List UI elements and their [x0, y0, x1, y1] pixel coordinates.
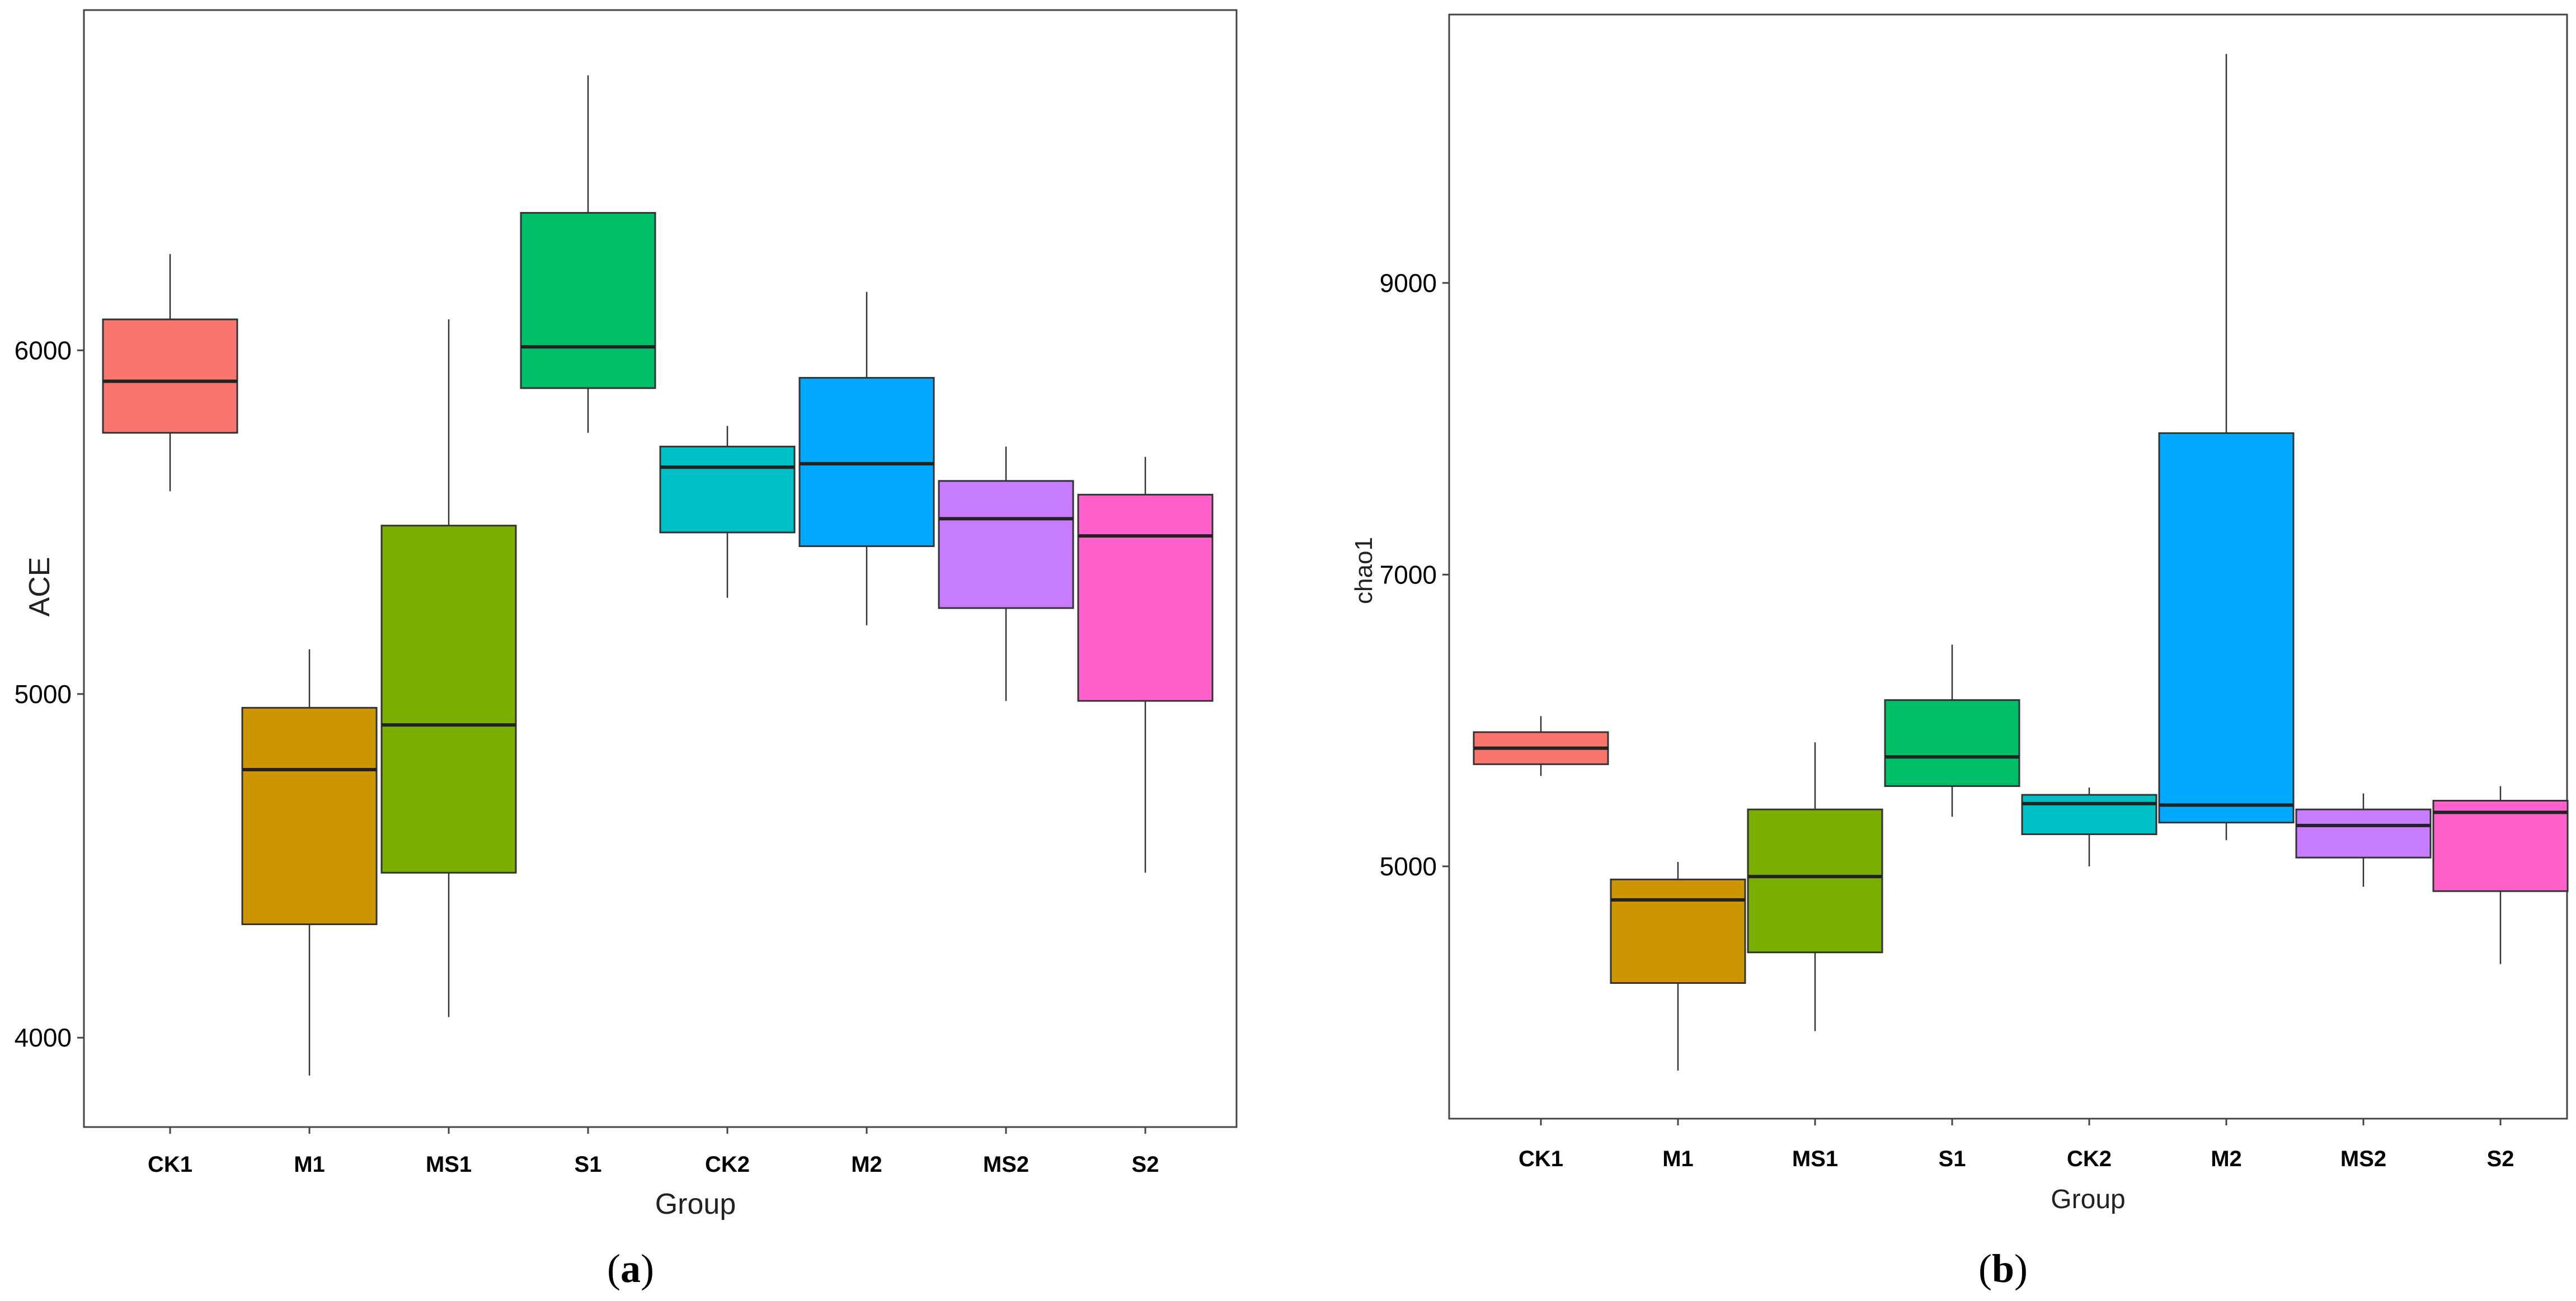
box-ck1-b	[1473, 716, 1609, 776]
iqr-box	[2158, 432, 2295, 824]
panel-b-y-ticks: 5000 7000 9000	[1380, 268, 1449, 881]
iqr-box	[659, 445, 796, 534]
panel-b-y-axis-title: chao1	[1350, 537, 1378, 604]
panel-a-boxes	[102, 75, 1214, 1076]
box-ms1-b	[1747, 742, 1883, 1031]
panel-a-x-tick-label: CK2	[705, 1152, 750, 1177]
box-ck2-b	[2021, 788, 2157, 866]
panel-a-x-tick-label: M1	[294, 1152, 325, 1177]
box-m1-b	[1610, 862, 1746, 1071]
iqr-box	[520, 212, 656, 389]
panel-b-y-tick-label: 5000	[1380, 852, 1437, 881]
box-ms1-a	[380, 319, 517, 1017]
iqr-box	[1077, 493, 1214, 702]
iqr-box	[241, 706, 378, 925]
box-ck1-a	[102, 254, 238, 492]
panel-b-x-tick-label: CK2	[2067, 1147, 2112, 1171]
panel-a-y-tick-label: 5000	[15, 680, 72, 709]
panel-a-x-tick-label: S2	[1132, 1152, 1159, 1177]
panel-b-label: (b)	[1978, 1246, 2028, 1291]
box-ms2-b	[2295, 793, 2432, 887]
panel-b-x-tick-label: MS2	[2340, 1147, 2386, 1171]
panel-b-y-tick-label: 7000	[1380, 560, 1437, 589]
box-m1-a	[241, 649, 378, 1076]
panel-b-x-ticks: CK1 M1 MS1 S1 CK2 M2 MS2 S2	[1519, 1119, 2514, 1171]
panel-b-x-tick-label: S1	[1939, 1147, 1966, 1171]
panel-b-x-tick-label: MS1	[1792, 1147, 1838, 1171]
panel-a-x-tick-label: M2	[851, 1152, 882, 1177]
panel-a-y-axis-title: ACE	[23, 557, 56, 617]
panel-a-x-tick-label: S1	[575, 1152, 602, 1177]
panel-a-y-tick-label: 4000	[15, 1023, 72, 1052]
iqr-box	[1610, 878, 1746, 984]
box-s1-b	[1884, 644, 2020, 817]
iqr-box	[2021, 794, 2157, 836]
panel-a-plot-frame	[83, 9, 1238, 1128]
iqr-box	[938, 480, 1074, 609]
panel-b-letter: b	[1992, 1246, 2014, 1291]
panel-a-ace-boxplot: 4000 5000 6000 CK1 M1 MS1 S1 CK2 M2 MS2 S2 ACE Gr…	[15, 9, 1238, 1291]
iqr-box	[798, 376, 935, 548]
box-ms2-a	[938, 446, 1074, 701]
iqr-box	[1884, 699, 2020, 787]
panel-a-letter: a	[621, 1246, 641, 1291]
panel-a-x-tick-label: MS2	[983, 1152, 1029, 1177]
panel-b-x-tick-label: M1	[1662, 1147, 1694, 1171]
panel-a-x-tick-label: CK1	[148, 1152, 192, 1177]
iqr-box	[2295, 808, 2432, 859]
panel-a-x-ticks: CK1 M1 MS1 S1 CK2 M2 MS2 S2	[148, 1127, 1159, 1177]
panel-b-x-tick-label: M2	[2211, 1147, 2242, 1171]
box-s1-a	[520, 75, 656, 433]
panel-a-x-axis-title: Group	[655, 1188, 736, 1220]
panel-b-x-axis-title: Group	[2051, 1185, 2125, 1214]
iqr-box	[380, 525, 517, 874]
panel-b-plot-frame	[1448, 13, 2568, 1120]
panel-b-boxes	[1473, 54, 2569, 1071]
iqr-box	[102, 318, 238, 434]
panel-a-label: (a)	[607, 1246, 654, 1291]
box-s2-a	[1077, 456, 1214, 873]
box-m2-b	[2158, 54, 2295, 840]
panel-a-x-tick-label: MS1	[426, 1152, 472, 1177]
box-m2-a	[798, 291, 935, 625]
panel-b-x-tick-label: S2	[2487, 1147, 2514, 1171]
panel-a-y-ticks: 4000 5000 6000	[15, 336, 84, 1052]
box-s2-b	[2432, 786, 2569, 964]
panel-b-y-tick-label: 9000	[1380, 268, 1437, 298]
panel-b-x-tick-label: CK1	[1519, 1147, 1563, 1171]
iqr-box	[1747, 808, 1883, 954]
box-ck2-a	[659, 426, 796, 598]
iqr-box	[2432, 800, 2569, 892]
panel-a-y-tick-label: 6000	[15, 336, 72, 365]
